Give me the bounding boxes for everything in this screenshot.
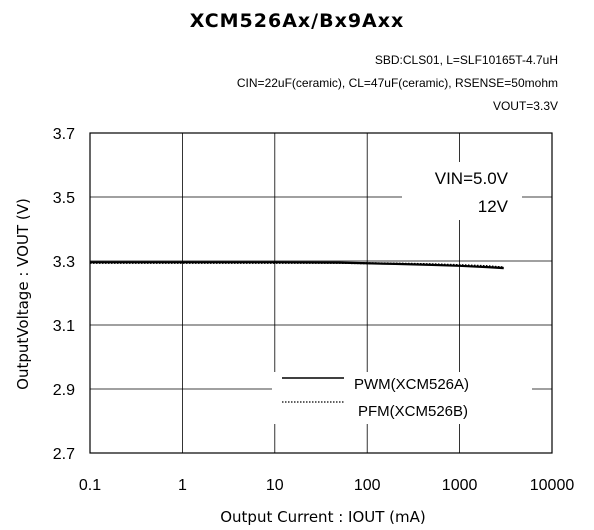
y-tick-label: 3.7 bbox=[53, 126, 75, 143]
legend: PWM(XCM526A) PFM(XCM526B) bbox=[272, 372, 532, 424]
legend-label-pwm: PWM(XCM526A) bbox=[354, 376, 469, 393]
tick-labels: 0.1 1 10 100 1000 10000 2.7 2.9 3.1 3.3 3.5 3.7 bbox=[53, 126, 575, 494]
legend-background bbox=[272, 372, 532, 424]
x-axis-label: Output Current : IOUT (mA) bbox=[220, 508, 426, 526]
x-tick-label: 0.1 bbox=[79, 477, 101, 494]
y-axis-label: OutputVoltage : VOUT (V) bbox=[14, 198, 32, 390]
annotation-vin-12v: 12V bbox=[478, 197, 509, 216]
y-tick-label: 2.7 bbox=[53, 446, 75, 463]
y-tick-label: 3.3 bbox=[53, 254, 75, 271]
condition-line-3: VOUT=3.3V bbox=[493, 99, 558, 113]
annotation-vin-5v: VIN=5.0V bbox=[435, 169, 509, 188]
y-tick-label: 3.1 bbox=[53, 318, 75, 335]
x-tick-label: 1000 bbox=[442, 477, 478, 494]
series-group bbox=[90, 261, 504, 270]
y-tick-label: 3.5 bbox=[53, 190, 75, 207]
x-tick-label: 10000 bbox=[530, 477, 575, 494]
x-tick-label: 1 bbox=[178, 477, 187, 494]
x-tick-label: 100 bbox=[354, 477, 381, 494]
x-tick-label: 10 bbox=[266, 477, 284, 494]
condition-line-2: CIN=22uF(ceramic), CL=47uF(ceramic), RSE… bbox=[237, 76, 558, 90]
chart-title: XCM526Ax/Bx9Axx bbox=[190, 10, 405, 32]
condition-line-1: SBD:CLS01, L=SLF10165T-4.7uH bbox=[375, 53, 558, 67]
legend-label-pfm: PFM(XCM526B) bbox=[358, 403, 468, 420]
plot-frame bbox=[89, 132, 553, 454]
annotation-background bbox=[402, 162, 522, 220]
y-tick-label: 2.9 bbox=[53, 382, 75, 399]
series-line-pfm-3 bbox=[90, 261, 504, 268]
